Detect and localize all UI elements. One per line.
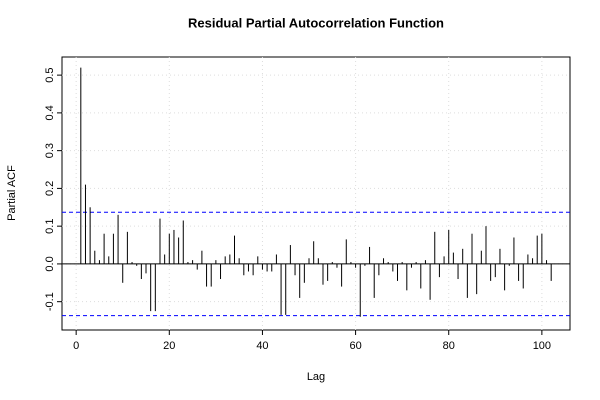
y-tick-label: 0.5 (44, 67, 56, 82)
plot-frame (61, 56, 571, 331)
x-tick-label: 40 (256, 340, 268, 352)
x-tick-label: 100 (533, 340, 551, 352)
x-tick-label: 20 (163, 340, 175, 352)
y-tick-label: 0.3 (44, 143, 56, 158)
y-axis-label: Partial ACF (6, 165, 18, 221)
x-tick-label: 60 (349, 340, 361, 352)
x-axis-label: Lag (307, 371, 325, 383)
y-tick-label: 0.4 (44, 105, 56, 120)
y-tick-label: -0.1 (44, 292, 56, 311)
y-tick-label: 0.1 (44, 219, 56, 234)
y-tick-label: 0.0 (44, 256, 56, 271)
x-tick-label: 0 (73, 340, 79, 352)
y-tick-label: 0.2 (44, 181, 56, 196)
x-tick-label: 80 (443, 340, 455, 352)
chart-title: Residual Partial Autocorrelation Functio… (188, 15, 444, 30)
